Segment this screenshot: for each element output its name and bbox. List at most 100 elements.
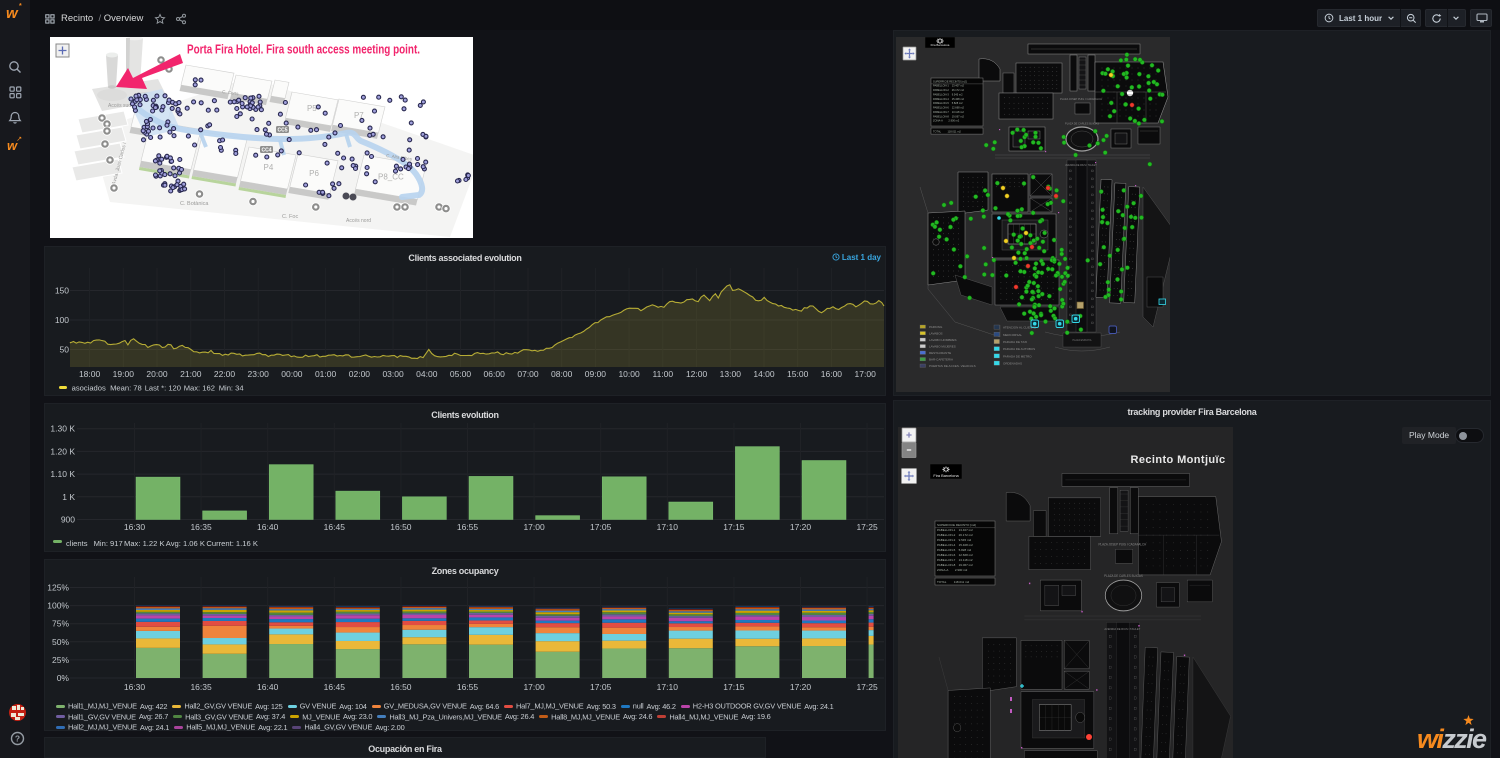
svg-text:16:40: 16:40 (257, 522, 279, 532)
svg-text:C. Botànica: C. Botànica (180, 201, 209, 207)
svg-text:LAVABO HOMBRES: LAVABO HOMBRES (929, 338, 957, 342)
svg-text:PARKING: PARKING (929, 325, 943, 329)
svg-text:17:10: 17:10 (657, 682, 679, 692)
svg-text:PABELLON-1 13.407 m2: PABELLON-1 13.407 m2 (933, 84, 965, 88)
svg-text:07:00: 07:00 (517, 369, 539, 379)
svg-text:09:00: 09:00 (585, 369, 607, 379)
svg-text:1.10 K: 1.10 K (50, 469, 75, 479)
svg-text:Fira Barcelona: Fira Barcelona (933, 473, 959, 478)
svg-text:17:00: 17:00 (523, 522, 545, 532)
svg-text:LAVABOS: LAVABOS (929, 332, 943, 336)
svg-text:17:20: 17:20 (790, 682, 812, 692)
svg-text:P8_CC: P8_CC (378, 172, 404, 181)
svg-text:17:05: 17:05 (590, 522, 612, 532)
svg-text:00:00: 00:00 (281, 369, 303, 379)
svg-text:16:00: 16:00 (821, 369, 843, 379)
svg-text:Recinto Montjuïc: Recinto Montjuïc (1130, 454, 1225, 466)
svg-text:PABELLON-5 5.828 m2: PABELLON-5 5.828 m2 (933, 101, 963, 105)
svg-text:05:00: 05:00 (450, 369, 472, 379)
svg-text:01:00: 01:00 (315, 369, 337, 379)
svg-text:50%: 50% (52, 637, 69, 647)
svg-text:16:55: 16:55 (457, 522, 479, 532)
svg-text:17:25: 17:25 (856, 682, 878, 692)
svg-text:Mean: 78: Mean: 78 (110, 384, 142, 393)
svg-text:Min: 34: Min: 34 (219, 384, 244, 393)
svg-text:PLAZA JOSEP PUIG I CADAFALCH: PLAZA JOSEP PUIG I CADAFALCH (1060, 97, 1102, 101)
svg-text:16:40: 16:40 (257, 682, 279, 692)
svg-text:PABELLON-7 13.118 m2: PABELLON-7 13.118 m2 (937, 558, 973, 562)
svg-text:10:00: 10:00 (618, 369, 640, 379)
svg-text:P4: P4 (264, 163, 274, 172)
svg-text:18:00: 18:00 (79, 369, 101, 379)
svg-text:PUERTAS DE ACCES. VEHICULS: PUERTAS DE ACCES. VEHICULS (929, 364, 976, 368)
svg-text:PABELLON-2 26.172 m2: PABELLON-2 26.172 m2 (937, 533, 973, 537)
svg-text:C. Corts: C. Corts (222, 89, 240, 96)
svg-text:Porta Fira Hotel. Fira south a: Porta Fira Hotel. Fira south access meet… (187, 42, 420, 57)
svg-text:?: ? (15, 733, 20, 743)
svg-text:02:00: 02:00 (349, 369, 371, 379)
svg-text:asociados: asociados (72, 384, 106, 393)
svg-text:MERCORSAL: MERCORSAL (1003, 333, 1022, 337)
svg-text:16:30: 16:30 (124, 522, 146, 532)
svg-text:125%: 125% (47, 583, 69, 593)
svg-text:PABELLON-7 13.118 m2: PABELLON-7 13.118 m2 (933, 110, 964, 114)
svg-text:12:00: 12:00 (686, 369, 708, 379)
svg-text:SUPERFICIE RECINTO [m2]: SUPERFICIE RECINTO [m2] (933, 79, 967, 83)
svg-text:P6: P6 (309, 169, 319, 178)
svg-text:Max: 162: Max: 162 (184, 384, 215, 393)
svg-text:TOTAL 118.011 m2: TOTAL 118.011 m2 (933, 129, 961, 133)
svg-text:PABELLON-3 9.545 m2: PABELLON-3 9.545 m2 (933, 93, 963, 97)
svg-text:16:55: 16:55 (457, 682, 479, 692)
svg-text:clients: clients (66, 539, 88, 548)
svg-text:PABELLON-8 19.067 m2: PABELLON-8 19.067 m2 (933, 114, 965, 118)
svg-text:PABELLON-6 12.668 m2: PABELLON-6 12.668 m2 (937, 553, 973, 557)
svg-text:23:00: 23:00 (248, 369, 270, 379)
svg-text:PABELLON-3 9.545 m2: PABELLON-3 9.545 m2 (937, 538, 971, 542)
svg-text:ORDENADAS: ORDENADAS (1003, 362, 1022, 366)
svg-text:06:00: 06:00 (484, 369, 506, 379)
svg-text:TOTAL 118.011 m2: TOTAL 118.011 m2 (937, 580, 970, 584)
svg-text:ATENCION AL CLIENTE: ATENCION AL CLIENTE (1003, 326, 1036, 330)
svg-text:PARADA DE TAXI: PARADA DE TAXI (1003, 340, 1027, 344)
svg-text:19:00: 19:00 (113, 369, 135, 379)
svg-text:C. Foc: C. Foc (282, 214, 298, 220)
svg-text:ZONA-A 2.900 m2: ZONA-A 2.900 m2 (937, 568, 968, 572)
svg-text:14:00: 14:00 (753, 369, 775, 379)
svg-text:16:45: 16:45 (324, 682, 346, 692)
svg-text:AVENIDA DE RIUS I TAULET: AVENIDA DE RIUS I TAULET (1065, 164, 1097, 167)
svg-text:16:45: 16:45 (324, 522, 346, 532)
svg-text:P5: P5 (307, 104, 317, 113)
svg-text:Min: 917: Min: 917 (94, 539, 123, 548)
svg-text:0%: 0% (57, 673, 70, 683)
svg-text:P7: P7 (354, 111, 364, 120)
svg-text:PARADA DE AUTOBUS: PARADA DE AUTOBUS (1003, 347, 1035, 351)
svg-text:Fira Barcelona: Fira Barcelona (931, 43, 950, 47)
svg-text:04:00: 04:00 (416, 369, 438, 379)
svg-text:RESTAURANTE: RESTAURANTE (929, 351, 951, 355)
svg-text:PABELLON-2 26.172 m2: PABELLON-2 26.172 m2 (933, 88, 965, 92)
svg-text:1.20 K: 1.20 K (50, 446, 75, 456)
svg-text:08:00: 08:00 (551, 369, 573, 379)
svg-text:21:00: 21:00 (180, 369, 202, 379)
svg-text:BAR-CAFETERIA: BAR-CAFETERIA (929, 358, 953, 362)
svg-text:16:35: 16:35 (190, 682, 212, 692)
svg-text:150: 150 (55, 286, 69, 296)
svg-text:03:00: 03:00 (382, 369, 404, 379)
svg-text:17:25: 17:25 (856, 522, 878, 532)
svg-text:Accés sud: Accés sud (108, 103, 131, 109)
svg-text:ZONA-A 2.900 m2: ZONA-A 2.900 m2 (933, 119, 960, 123)
svg-text:16:35: 16:35 (190, 522, 212, 532)
svg-text:75%: 75% (52, 619, 69, 629)
svg-text:17:05: 17:05 (590, 682, 612, 692)
svg-text:PABELLON-8 19.067 m2: PABELLON-8 19.067 m2 (937, 563, 973, 567)
svg-text:17:10: 17:10 (657, 522, 679, 532)
svg-text:LAVABO MUJERES: LAVABO MUJERES (929, 345, 956, 349)
svg-text:PABELLON-4 15.408 m2: PABELLON-4 15.408 m2 (937, 543, 973, 547)
svg-text:16:30: 16:30 (124, 682, 146, 692)
svg-text:Max: 1.22 K: Max: 1.22 K (124, 539, 165, 548)
svg-text:900: 900 (61, 515, 75, 525)
svg-text:17:00: 17:00 (855, 369, 877, 379)
svg-text:Last *: 120: Last *: 120 (145, 384, 181, 393)
svg-text:PARADA DE METRO: PARADA DE METRO (1003, 354, 1032, 358)
svg-text:CC4: CC4 (261, 147, 271, 153)
